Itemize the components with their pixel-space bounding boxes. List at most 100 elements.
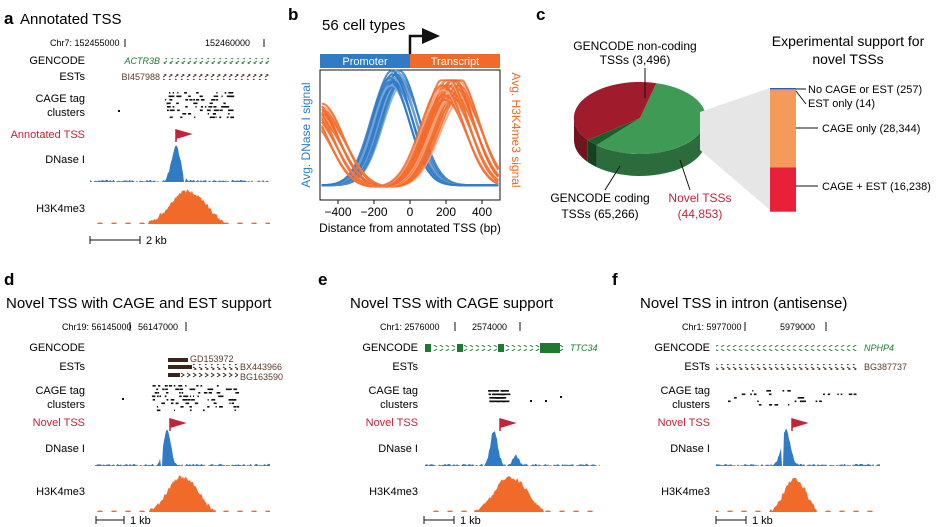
cage-tag (185, 106, 188, 108)
cage-tag (207, 113, 210, 115)
gene-track (163, 58, 269, 64)
cage-tag (495, 400, 499, 403)
panel-c-letter: c (536, 5, 545, 24)
est-name: BG387737 (864, 362, 907, 372)
cage-tag (208, 392, 212, 394)
cage-tag (151, 395, 156, 398)
h3k4me3-curve (320, 84, 499, 188)
panel-d: d Novel TSS with CAGE and EST support Ch… (4, 270, 283, 527)
cage-label-2: clusters (380, 399, 418, 411)
cage-tag (175, 388, 180, 391)
cage-tag (169, 99, 172, 101)
h3k4me3-label: H3K4me3 (36, 486, 85, 498)
scale-label: 1 kb (130, 515, 151, 527)
scale-label: 1 kb (752, 515, 773, 527)
panel-e-title: Novel TSS with CAGE support (350, 295, 554, 312)
panel-a-coord2: 152460000 (205, 38, 250, 48)
stack-segment (770, 89, 796, 91)
cage-tag (206, 109, 211, 112)
cage-tag (199, 109, 203, 112)
cage-tag (185, 385, 187, 387)
cage-tag (233, 406, 237, 408)
cage-tag (221, 106, 225, 108)
h3k4me3-signal (425, 476, 600, 512)
panel-b: b 56 cell types Promoter Transcript −400… (288, 5, 523, 235)
cage-tag (193, 99, 196, 101)
cage-tag (165, 99, 167, 101)
cage-tag (207, 406, 210, 408)
cage-tag (166, 399, 169, 401)
novel-tss-label: Novel TSS (33, 417, 85, 429)
cage-tag (230, 399, 234, 401)
cage-tag (216, 92, 218, 94)
gene-name: ACTR3B (123, 56, 160, 66)
cage-tag (488, 393, 492, 396)
cage-tag (167, 106, 171, 108)
gene-track (716, 345, 858, 351)
cage-tag (164, 395, 167, 398)
tss-flag-icon (169, 418, 187, 431)
cage-tag (179, 395, 182, 398)
est-name-2: BX443966 (240, 362, 282, 372)
pie-slice (573, 81, 657, 141)
tss-flag-icon (499, 418, 517, 431)
dnase-signal (95, 429, 270, 466)
cage-tag (224, 92, 227, 94)
h3k4me3-signal (716, 477, 880, 512)
x-tick-label: −400 (324, 205, 351, 219)
cage-tag (493, 393, 498, 396)
cage-tag (156, 388, 159, 391)
cage-tag (800, 400, 804, 403)
cage-tag (177, 92, 179, 94)
cage-tag (226, 95, 231, 98)
cage-tag (226, 116, 229, 119)
cage-tag (497, 393, 499, 396)
cage-tag (769, 404, 773, 406)
panel-f: f Novel TSS in intron (antisense) Chr1: … (612, 270, 907, 527)
cage-tag (228, 388, 232, 391)
cage-tag (209, 388, 213, 391)
cage-tag (504, 397, 507, 399)
zoom-wedge (700, 88, 770, 210)
cage-tag (734, 397, 737, 399)
cage-clusters (488, 390, 511, 403)
pie-side (573, 118, 588, 163)
cage-tag (827, 393, 831, 396)
cage-label-1: CAGE tag (660, 385, 710, 397)
pie-slice (596, 83, 707, 154)
cage-tag (213, 95, 216, 98)
cage-tag (196, 385, 199, 387)
cage-tag (502, 393, 505, 396)
h3k4me3-label: H3K4me3 (369, 486, 418, 498)
cage-tag (168, 385, 173, 387)
est-track (163, 74, 269, 80)
cage-tag (837, 393, 839, 396)
panel-f-coord: Chr1: 5977000 (682, 322, 742, 332)
dnase-label: DNase I (45, 443, 85, 455)
promoter-label: Promoter (342, 56, 388, 68)
cage-tag (230, 116, 235, 119)
dnase-signal (90, 145, 270, 182)
cage-tag (215, 109, 219, 112)
cage-tag (819, 400, 822, 403)
cage-tag (222, 395, 224, 398)
cage-tag (194, 116, 196, 119)
cage-tag (750, 393, 752, 396)
cage-tag (208, 106, 213, 108)
cage-tag (183, 399, 188, 401)
cage-tag (202, 409, 205, 412)
cage-tag (190, 388, 193, 391)
cage-label-1: CAGE tag (35, 385, 85, 397)
cage-tag (190, 409, 192, 412)
cage-tag (787, 390, 791, 392)
cage-tag (213, 402, 217, 405)
cage-tag (189, 99, 193, 101)
cage-tag (188, 95, 191, 98)
cage-tag (218, 395, 222, 398)
cage-tag (220, 395, 223, 398)
cage-tag (757, 400, 759, 403)
stack-segment (770, 88, 796, 90)
panel-d-coord2: 56147000 (138, 322, 178, 332)
cage-tag (156, 409, 160, 412)
cage-tag (174, 409, 175, 412)
